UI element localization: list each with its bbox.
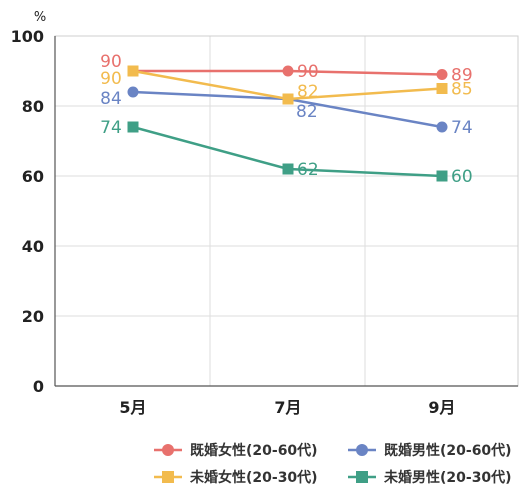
series-lines	[132, 69, 443, 178]
x-tick-label: 7月	[274, 398, 301, 417]
data-label: 90	[297, 62, 319, 82]
axes	[54, 35, 519, 387]
y-tick-label: 0	[33, 377, 44, 396]
data-label: 74	[451, 118, 473, 138]
legend-label: 未婚男性(20-30代)	[384, 469, 512, 484]
legend-marker	[162, 444, 174, 456]
legend-item: 未婚女性(20-30代)	[154, 469, 318, 484]
data-point	[127, 86, 139, 98]
data-label: 60	[451, 167, 473, 187]
data-point	[127, 121, 139, 133]
data-point	[282, 65, 294, 77]
data-point	[436, 170, 448, 182]
data-point	[436, 121, 448, 133]
y-tick-label: 80	[22, 97, 44, 116]
y-tick-label: 100	[11, 27, 44, 46]
legend-label: 未婚女性(20-30代)	[190, 469, 318, 484]
data-label: 85	[451, 80, 473, 100]
legend: 既婚女性(20-60代) 既婚男性(20-60代) 未婚女性(20-30代) 未婚男性…	[154, 442, 512, 484]
legend-label: 既婚女性(20-60代)	[190, 442, 318, 459]
data-point	[436, 83, 448, 94]
data-label: 82	[297, 82, 319, 102]
legend-item: 未婚男性(20-30代)	[348, 469, 512, 484]
data-label: 90	[100, 69, 122, 89]
data-point	[282, 93, 294, 105]
data-label: 84	[100, 89, 122, 109]
x-tick-label: 5月	[119, 398, 146, 417]
data-point	[436, 69, 448, 80]
legend-label: 既婚男性(20-60代)	[384, 442, 512, 459]
data-point	[127, 65, 139, 77]
series-markers	[127, 65, 448, 182]
data-point	[282, 163, 294, 175]
x-tick-labels: 5月 7月 9月	[119, 398, 455, 417]
legend-item: 既婚男性(20-60代)	[348, 442, 512, 459]
y-tick-label: 20	[22, 307, 44, 326]
legend-marker	[162, 471, 174, 483]
y-tick-label: 40	[22, 237, 44, 256]
data-label: 89	[451, 66, 473, 86]
legend-marker	[356, 471, 368, 483]
data-label: 62	[297, 160, 319, 180]
y-unit-label: %	[34, 10, 46, 25]
legend-marker	[356, 444, 368, 456]
data-label: 90	[100, 52, 122, 72]
legend-item: 既婚女性(20-60代)	[154, 442, 318, 459]
x-tick-label: 9月	[428, 398, 455, 417]
data-label: 82	[296, 102, 318, 122]
data-label: 74	[100, 118, 122, 138]
y-tick-labels: 0 20 40 60 80 100	[11, 27, 44, 396]
y-tick-label: 60	[22, 167, 44, 186]
gridlines	[55, 35, 518, 387]
plot-frame	[54, 35, 519, 387]
